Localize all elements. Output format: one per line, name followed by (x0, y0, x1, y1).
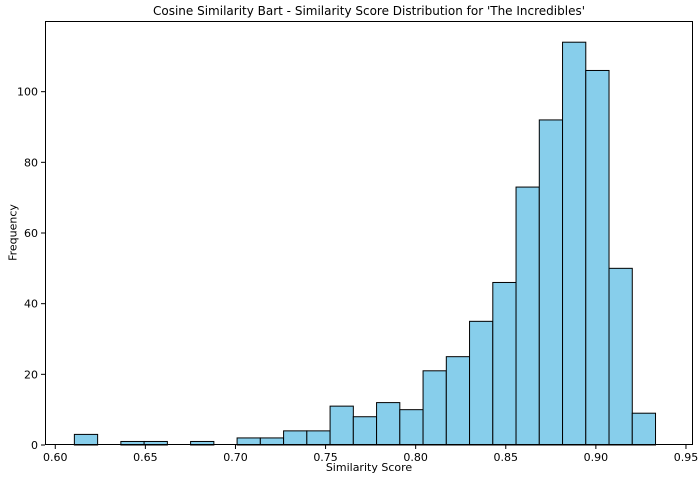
x-axis-label: Similarity Score (325, 461, 413, 474)
y-tick-label: 60 (24, 227, 38, 240)
x-tick-label: 0.65 (133, 451, 158, 464)
y-tick-label: 100 (17, 86, 38, 99)
histogram-bar (422, 370, 447, 446)
histogram-bar (631, 412, 657, 446)
histogram-bar (399, 409, 424, 446)
x-tick-label: 0.95 (674, 451, 699, 464)
histogram-bar (492, 281, 517, 446)
x-tick-label: 0.70 (223, 451, 248, 464)
x-tick-label: 0.75 (313, 451, 338, 464)
histogram-bar (306, 430, 331, 446)
x-tick-label: 0.60 (43, 451, 68, 464)
y-axis-label: Frequency (6, 204, 20, 261)
histogram-bar (376, 402, 401, 446)
histogram-bar (538, 119, 564, 446)
histogram-bar (352, 416, 378, 446)
histogram-bar (329, 405, 354, 446)
y-tick-label: 40 (24, 298, 38, 311)
histogram-bar (608, 267, 633, 446)
histogram-bar (445, 356, 471, 446)
plot-frame (45, 21, 693, 445)
x-tick-label: 0.85 (494, 451, 519, 464)
histogram-bar (515, 186, 540, 446)
histogram-bar (585, 69, 610, 446)
x-tick-label: 0.80 (403, 451, 428, 464)
histogram-bar (236, 437, 261, 446)
x-tick-label: 0.90 (584, 451, 609, 464)
y-tick-label: 80 (24, 156, 38, 169)
chart-title: Cosine Similarity Bart - Similarity Scor… (152, 4, 586, 18)
histogram-bar (259, 437, 285, 446)
histogram-bar (562, 41, 587, 446)
histogram-bar (73, 433, 99, 446)
y-tick-label: 20 (24, 368, 38, 381)
histogram-bar (469, 320, 494, 446)
histogram-bar (283, 430, 308, 446)
y-tick-label: 0 (31, 439, 38, 452)
